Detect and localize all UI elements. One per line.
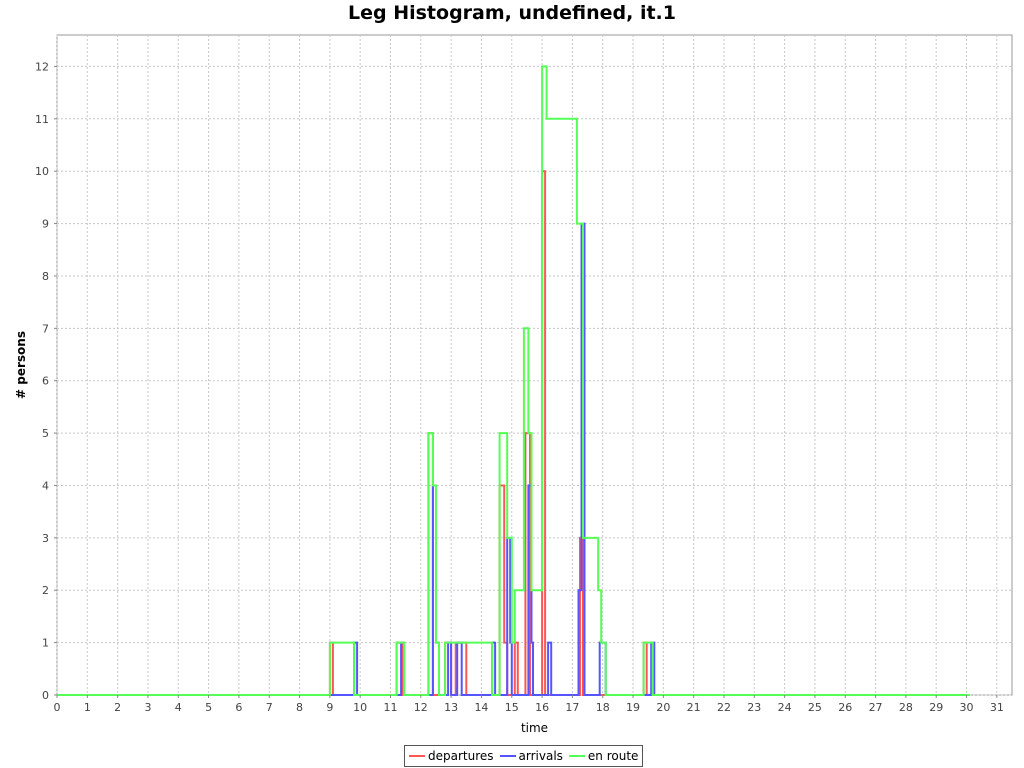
y-tick-label: 5 bbox=[42, 427, 49, 440]
y-tick-label: 10 bbox=[35, 165, 49, 178]
x-tick-label: 4 bbox=[175, 701, 182, 714]
legend-swatch-departures bbox=[409, 755, 425, 757]
legend-item-en-route: en route bbox=[568, 749, 639, 763]
series-layer bbox=[57, 65, 970, 696]
y-tick-label: 6 bbox=[42, 375, 49, 388]
x-tick-label: 3 bbox=[144, 701, 151, 714]
x-tick-label: 24 bbox=[778, 701, 792, 714]
x-tick-label: 14 bbox=[474, 701, 488, 714]
legend-item-departures: departures bbox=[409, 749, 494, 763]
x-tick-label: 10 bbox=[353, 701, 367, 714]
x-tick-label: 12 bbox=[414, 701, 428, 714]
x-axis-label: time bbox=[521, 721, 548, 735]
legend-label-en-route: en route bbox=[587, 749, 639, 763]
y-tick-label: 11 bbox=[35, 113, 49, 126]
y-tick-label: 3 bbox=[42, 532, 49, 545]
x-tick-label: 8 bbox=[296, 701, 303, 714]
x-tick-label: 6 bbox=[235, 701, 242, 714]
y-tick-label: 1 bbox=[42, 637, 49, 650]
y-tick-label: 8 bbox=[42, 270, 49, 283]
x-tick-label: 18 bbox=[596, 701, 610, 714]
x-tick-label: 1 bbox=[84, 701, 91, 714]
x-tick-label: 0 bbox=[54, 701, 61, 714]
chart-title: Leg Histogram, undefined, it.1 bbox=[348, 2, 676, 24]
x-tick-label: 27 bbox=[869, 701, 883, 714]
x-tick-label: 22 bbox=[717, 701, 731, 714]
y-tick-label: 12 bbox=[35, 60, 49, 73]
x-tick-label: 25 bbox=[808, 701, 822, 714]
axis-ticks: 0 1 2 3 4 5 6 7 8 9 10 11 12 13 14 15 16 17 18 19 20 21 22 23 24… bbox=[35, 60, 1004, 714]
x-tick-label: 15 bbox=[505, 701, 519, 714]
y-tick-label: 9 bbox=[42, 218, 49, 231]
x-tick-label: 21 bbox=[687, 701, 701, 714]
legend-swatch-arrivals bbox=[499, 755, 516, 757]
legend-swatch-en-route bbox=[568, 755, 585, 757]
y-tick-label: 7 bbox=[42, 322, 49, 335]
legend: departures arrivals en route bbox=[404, 745, 644, 767]
x-tick-label: 17 bbox=[565, 701, 579, 714]
x-tick-label: 11 bbox=[383, 701, 397, 714]
x-tick-label: 20 bbox=[656, 701, 670, 714]
x-tick-label: 31 bbox=[990, 701, 1004, 714]
legend-label-departures: departures bbox=[428, 749, 494, 763]
x-tick-label: 23 bbox=[747, 701, 761, 714]
y-tick-label: 4 bbox=[42, 479, 49, 492]
x-tick-label: 9 bbox=[326, 701, 333, 714]
legend-item-arrivals: arrivals bbox=[499, 749, 563, 763]
x-tick-label: 29 bbox=[929, 701, 943, 714]
legend-label-arrivals: arrivals bbox=[518, 749, 563, 763]
x-tick-label: 5 bbox=[205, 701, 212, 714]
x-tick-label: 26 bbox=[838, 701, 852, 714]
y-axis-label: # persons bbox=[14, 331, 28, 399]
x-tick-label: 28 bbox=[899, 701, 913, 714]
x-tick-label: 16 bbox=[535, 701, 549, 714]
x-tick-label: 13 bbox=[444, 701, 458, 714]
x-tick-label: 30 bbox=[960, 701, 974, 714]
y-tick-label: 2 bbox=[42, 584, 49, 597]
series-line-en-route bbox=[57, 65, 970, 696]
x-tick-label: 2 bbox=[114, 701, 121, 714]
plot-area bbox=[56, 34, 1013, 696]
series-line-departures bbox=[57, 170, 970, 696]
y-tick-label: 0 bbox=[42, 689, 49, 702]
x-tick-label: 19 bbox=[626, 701, 640, 714]
x-tick-label: 7 bbox=[266, 701, 273, 714]
